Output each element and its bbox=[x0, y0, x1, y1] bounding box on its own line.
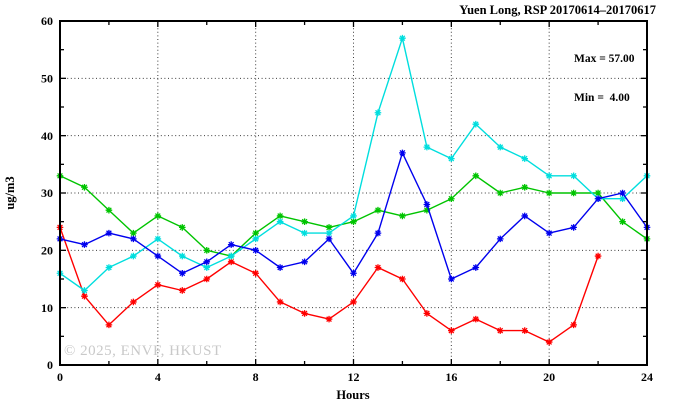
x-axis-title: Hours bbox=[336, 388, 369, 402]
x-tick-label: 0 bbox=[57, 370, 63, 384]
y-tick-label: 60 bbox=[41, 14, 53, 28]
min-value-label: Min = 4.00 bbox=[574, 92, 630, 104]
x-tick-label: 24 bbox=[641, 370, 653, 384]
grid-layer bbox=[60, 21, 647, 365]
minmax-annotation: Max = 57.00 Min = 4.00 bbox=[574, 27, 635, 131]
y-tick-label: 0 bbox=[47, 358, 53, 372]
chart-title: Yuen Long, RSP 20170614–20170617 bbox=[459, 3, 656, 17]
y-tick-label: 40 bbox=[41, 129, 53, 143]
x-tick-label: 4 bbox=[155, 370, 161, 384]
series-line-cyan bbox=[59, 37, 648, 292]
x-tick-label: 12 bbox=[348, 370, 360, 384]
y-tick-label: 20 bbox=[41, 244, 53, 258]
x-tick-label: 8 bbox=[253, 370, 259, 384]
x-tick-label: 16 bbox=[445, 370, 457, 384]
watermark: © 2025, ENVF, HKUST bbox=[64, 343, 222, 359]
tick-label-layer: 0 10 20 30 40 50 60 0 4 8 12 16 20 24 bbox=[41, 14, 653, 384]
plot-frame bbox=[59, 20, 648, 366]
y-tick-label: 50 bbox=[41, 72, 53, 86]
y-tick-label: 10 bbox=[41, 301, 53, 315]
x-tick-label: 20 bbox=[543, 370, 555, 384]
max-value-label: Max = 57.00 bbox=[574, 53, 635, 65]
series-layer bbox=[56, 34, 651, 346]
y-axis-title: ug/m3 bbox=[3, 176, 17, 209]
series-markers-cyan bbox=[56, 34, 651, 294]
y-tick-label: 30 bbox=[41, 186, 53, 200]
